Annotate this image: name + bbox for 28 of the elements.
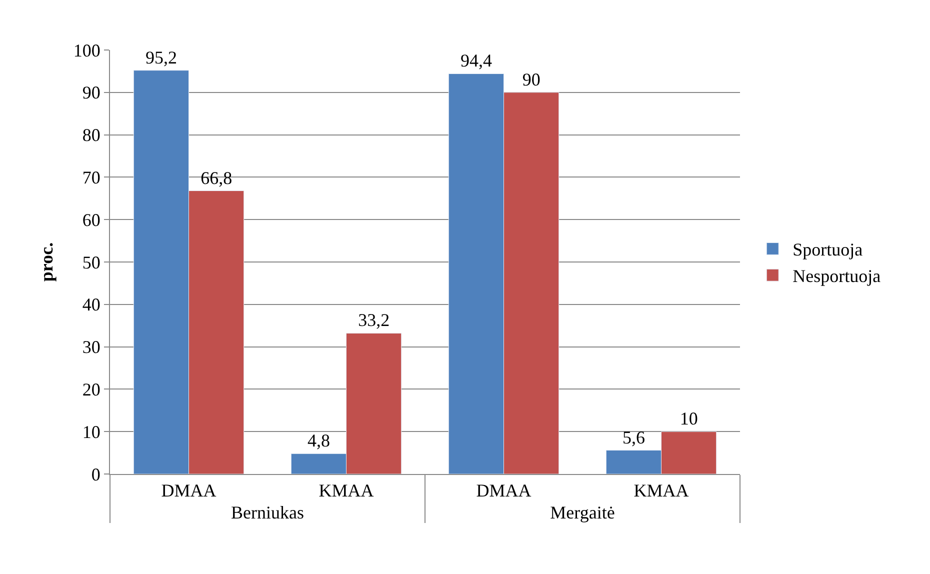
y-tick-label: 20 (82, 380, 100, 400)
data-label: 66,8 (200, 168, 232, 188)
text: Berniukas (231, 502, 304, 523)
data-label: 90 (522, 69, 540, 90)
y-axis-title: proc. (36, 242, 57, 282)
y-tick-label: 100 (73, 40, 100, 60)
y-tick-label: 0 (91, 464, 100, 484)
data-label: 4,8 (307, 430, 330, 451)
data-label: 10 (680, 408, 698, 429)
y-tick-label: 40 (82, 294, 100, 315)
x-tick-label: DMAA (476, 480, 532, 501)
y-tick-label: 80 (82, 125, 100, 146)
x-tick-label: DMAA (161, 480, 216, 501)
y-tick-label: 70 (82, 168, 100, 188)
y-tick-label: 10 (82, 422, 100, 442)
y-tick-label: 60 (82, 210, 100, 230)
y-tick-label: 90 (82, 82, 100, 103)
data-label: 95,2 (145, 47, 177, 68)
data-label: 33,2 (358, 310, 390, 330)
data-label: 5,6 (622, 427, 645, 448)
legend-label: Nesportuoja (792, 266, 881, 286)
y-tick-label: 50 (82, 252, 100, 272)
legend-label: Sportuoja (792, 240, 863, 260)
x-tick-label: KMAA (318, 480, 374, 501)
text: Mergaitė (550, 502, 615, 523)
x-tick-label: KMAA (634, 480, 689, 501)
y-tick-label: 30 (82, 337, 100, 358)
data-label: 94,4 (460, 50, 492, 71)
